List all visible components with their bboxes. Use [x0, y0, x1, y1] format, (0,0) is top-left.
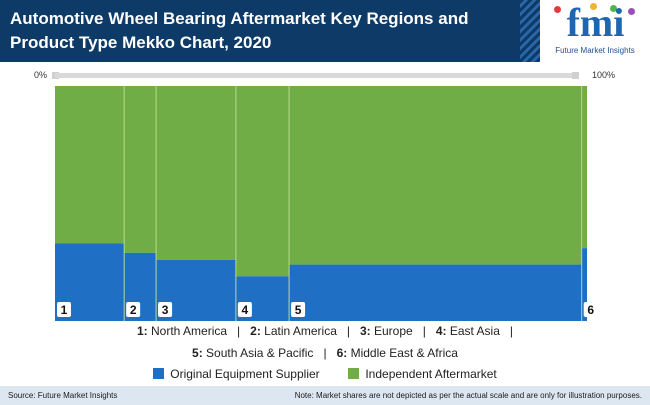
- footer-note: Note: Market shares are not depicted as …: [294, 391, 642, 400]
- series-legend: Original Equipment Supplier Independent …: [0, 367, 650, 381]
- bar-iam-4: [235, 86, 290, 277]
- bar-iam-3: [156, 86, 236, 260]
- header-banner: Automotive Wheel Bearing Aftermarket Key…: [0, 0, 650, 62]
- region-legend-line-1: 1: North America | 2: Latin America | 3:…: [137, 324, 513, 338]
- bar-oes-1: [55, 243, 125, 321]
- legend-iam: Independent Aftermarket: [348, 367, 497, 381]
- category-badge-1: [57, 302, 71, 317]
- bar-oes-5: [289, 264, 582, 321]
- category-label-2: 2: [130, 303, 137, 317]
- category-badge-2: [126, 302, 141, 317]
- legend-swatch-blue: [153, 368, 165, 379]
- chart-title: Automotive Wheel Bearing Aftermarket Key…: [10, 9, 469, 52]
- category-label-4: 4: [242, 303, 249, 317]
- category-label-1: 1: [61, 303, 68, 317]
- category-badge-6: [583, 302, 598, 317]
- legend-swatch-green: [348, 368, 360, 379]
- bar-iam-2: [124, 86, 157, 253]
- logo-dot: [554, 6, 561, 13]
- legend-region-3: 3: Europe: [360, 324, 413, 338]
- legend-region-2: 2: Latin America: [250, 324, 337, 338]
- bar-oes-6: [581, 248, 587, 321]
- scale-bar: [55, 73, 572, 78]
- legend-oes: Original Equipment Supplier: [153, 367, 320, 381]
- legend-region-5: 5: South Asia & Pacific: [192, 346, 314, 360]
- legend-region-6: 6: Middle East & Africa: [336, 346, 458, 360]
- legend-region-4: 4: East Asia: [435, 324, 500, 338]
- bar-oes-4: [235, 276, 290, 321]
- category-badge-5: [291, 302, 306, 317]
- bar-iam-1: [55, 86, 125, 244]
- scale-right-label: 100%: [592, 70, 616, 80]
- logo-subtitle: Future Market Insights: [555, 46, 635, 55]
- category-label-6: 6: [587, 303, 594, 317]
- logo: fmi Future Market Insights: [540, 0, 650, 62]
- scale-right-marker: [572, 72, 579, 79]
- category-label-5: 5: [295, 303, 302, 317]
- footer-bar: Source: Future Market Insights Note: Mar…: [0, 386, 650, 405]
- header-stripes: [520, 0, 540, 62]
- legend-region-1: 1: North America: [137, 324, 228, 338]
- category-badge-3: [158, 302, 173, 317]
- logo-dot: [610, 5, 617, 12]
- footer-source: Source: Future Market Insights: [8, 391, 118, 400]
- category-badge-4: [237, 302, 252, 317]
- scale-left-label: 0%: [34, 70, 48, 80]
- bar-iam-6: [581, 86, 587, 249]
- bar-iam-5: [289, 86, 582, 265]
- category-label-3: 3: [162, 303, 169, 317]
- logo-text: fmi: [566, 0, 625, 45]
- logo-dot: [628, 8, 635, 15]
- bar-oes-2: [124, 252, 157, 321]
- bar-oes-3: [156, 259, 236, 321]
- region-legend-line-2: 5: South Asia & Pacific | 6: Middle East…: [192, 346, 458, 360]
- logo-dot: [590, 3, 597, 10]
